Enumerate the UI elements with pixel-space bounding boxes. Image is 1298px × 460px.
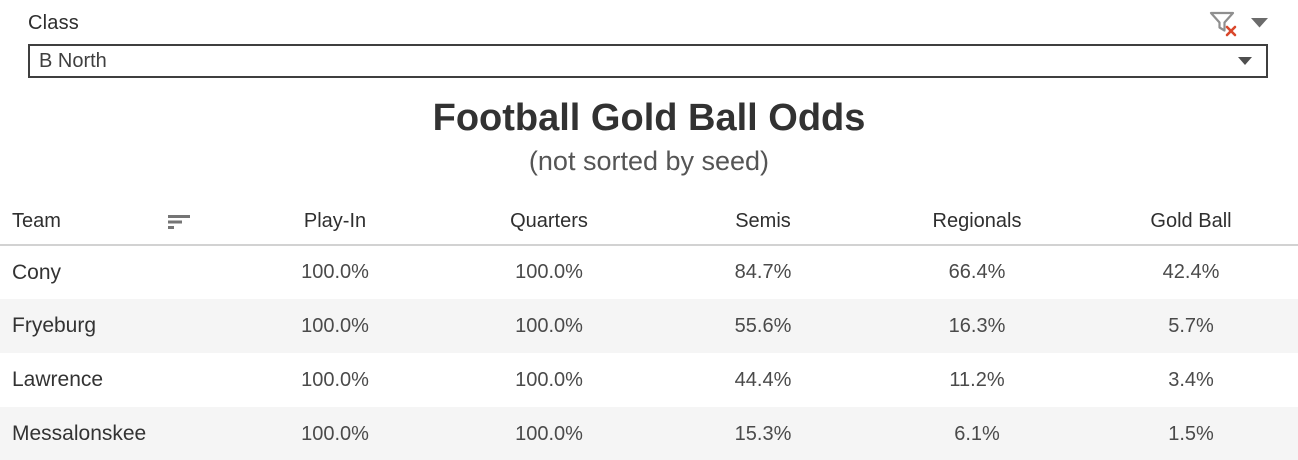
odds-cell[interactable]: 5.7% xyxy=(1168,314,1214,337)
odds-cell[interactable]: 11.2% xyxy=(949,368,1005,391)
table-row: Lawrence 100.0% 100.0% 44.4% 11.2% 3.4% xyxy=(0,353,1298,407)
column-header-goldball[interactable]: Gold Ball xyxy=(1084,198,1298,246)
odds-cell[interactable]: 100.0% xyxy=(301,422,369,445)
odds-cell[interactable]: 100.0% xyxy=(301,314,369,337)
odds-cell[interactable]: 100.0% xyxy=(301,261,369,283)
odds-cell[interactable]: 100.0% xyxy=(301,368,369,391)
filter-menu-caret-icon[interactable] xyxy=(1251,18,1268,28)
odds-cell[interactable]: 42.4% xyxy=(1162,261,1220,283)
odds-table: Team Play-In Quarters Semis Regionals Go… xyxy=(0,198,1298,460)
table-row: Messalonskee 100.0% 100.0% 15.3% 6.1% 1.5% xyxy=(0,407,1298,460)
class-filter-value: B North xyxy=(39,49,107,72)
table-header-row: Team Play-In Quarters Semis Regionals Go… xyxy=(0,198,1298,246)
odds-cell[interactable]: 44.4% xyxy=(734,368,792,391)
odds-cell[interactable]: 100.0% xyxy=(515,422,583,445)
column-header-semis[interactable]: Semis xyxy=(656,198,870,246)
column-header-team[interactable]: Team xyxy=(0,198,228,246)
filter-title: Class xyxy=(28,11,80,34)
select-caret-icon xyxy=(1238,57,1252,65)
column-header-label: Team xyxy=(12,209,61,232)
odds-cell[interactable]: 100.0% xyxy=(515,368,583,391)
page-title: Football Gold Ball Odds xyxy=(432,97,866,139)
odds-cell[interactable]: 100.0% xyxy=(515,261,583,283)
odds-cell[interactable]: 100.0% xyxy=(515,314,583,337)
odds-cell[interactable]: 15.3% xyxy=(734,422,792,445)
column-header-regionals[interactable]: Regionals xyxy=(870,198,1084,246)
odds-cell[interactable]: 66.4% xyxy=(948,261,1006,283)
team-cell[interactable]: Messalonskee xyxy=(12,422,147,445)
team-cell[interactable]: Fryeburg xyxy=(12,314,97,337)
page-subtitle: (not sorted by seed) xyxy=(528,146,770,176)
sort-descending-icon[interactable] xyxy=(168,213,192,236)
odds-cell[interactable]: 55.6% xyxy=(734,314,792,337)
team-cell[interactable]: Lawrence xyxy=(12,368,104,391)
column-header-playin[interactable]: Play-In xyxy=(228,198,442,246)
class-filter: Class B North xyxy=(0,0,1298,78)
odds-cell[interactable]: 3.4% xyxy=(1168,368,1214,391)
column-header-quarters[interactable]: Quarters xyxy=(442,198,656,246)
class-filter-select[interactable]: B North xyxy=(28,44,1268,78)
team-cell[interactable]: Cony xyxy=(12,260,62,284)
odds-cell[interactable]: 1.5% xyxy=(1168,422,1214,445)
table-row: Fryeburg 100.0% 100.0% 55.6% 16.3% 5.7% xyxy=(0,299,1298,353)
table-row: Cony 100.0% 100.0% 84.7% 66.4% 42.4% xyxy=(0,245,1298,299)
odds-cell[interactable]: 16.3% xyxy=(948,314,1006,337)
table-body: Cony 100.0% 100.0% 84.7% 66.4% 42.4% Fryeburg 1… xyxy=(0,245,1298,460)
odds-cell[interactable]: 84.7% xyxy=(734,261,792,283)
clear-filter-icon[interactable] xyxy=(1207,10,1239,37)
odds-cell[interactable]: 6.1% xyxy=(954,422,1000,445)
